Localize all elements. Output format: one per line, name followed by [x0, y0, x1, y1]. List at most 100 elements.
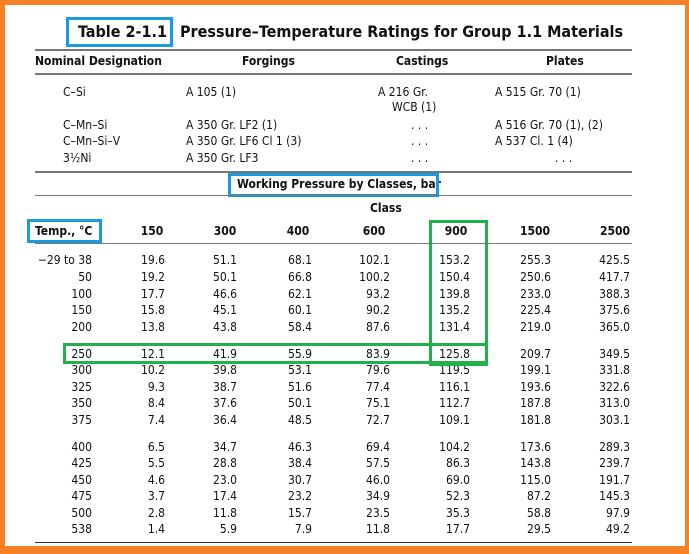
pressure-cell: 322.6 — [599, 380, 630, 394]
pressure-cell: 125.8 — [439, 347, 470, 361]
pressure-cell: 425.5 — [599, 253, 630, 267]
pressure-cell: 36.4 — [212, 413, 237, 427]
designation-cell: C–Mn–Si–V — [63, 134, 121, 148]
pressure-cell: 15.7 — [287, 506, 312, 520]
pressure-cell: 209.7 — [520, 347, 551, 361]
pressure-cell: 219.0 — [520, 320, 551, 334]
pressure-cell: 69.0 — [445, 473, 470, 487]
temp-cell: 50 — [78, 270, 92, 284]
pressure-cell: 52.3 — [445, 489, 470, 503]
class-header-2500: 2500 — [599, 224, 631, 238]
forgings-cell: A 350 Gr. LF6 Cl 1 (3) — [186, 134, 302, 148]
pressure-cell: 365.0 — [599, 320, 630, 334]
pressure-cell: 109.1 — [439, 413, 470, 427]
pressure-cell: 58.8 — [526, 506, 551, 520]
temp-cell: 250 — [71, 347, 92, 361]
pressure-cell: 145.3 — [599, 489, 630, 503]
pressure-cell: 87.6 — [365, 320, 390, 334]
pressure-cell: 239.7 — [599, 456, 630, 470]
temp-cell: 100 — [71, 287, 92, 301]
pressure-cell: 19.6 — [140, 253, 165, 267]
pressure-cell: 135.2 — [439, 303, 470, 317]
pressure-cell: 51.1 — [212, 253, 237, 267]
temp-cell: −29 to 38 — [37, 253, 92, 267]
table-label-highlight — [66, 17, 173, 47]
pressure-cell: 34.7 — [212, 440, 237, 454]
designation-cell: C–Si — [63, 85, 86, 99]
temp-cell: 538 — [71, 522, 92, 536]
rule — [35, 171, 632, 173]
pressure-cell: 23.0 — [212, 473, 237, 487]
pressure-cell: 50.1 — [287, 396, 312, 410]
temp-cell: 425 — [71, 456, 92, 470]
pressure-cell: 35.3 — [445, 506, 470, 520]
castings-cell: A 216 Gr. — [378, 85, 428, 99]
pressure-cell: 7.9 — [294, 522, 312, 536]
pressure-cell: 53.1 — [287, 363, 312, 377]
pressure-cell: 2.8 — [147, 506, 165, 520]
pressure-cell: 119.5 — [439, 363, 470, 377]
class-header-600: 600 — [362, 224, 386, 238]
temp-cell: 350 — [71, 396, 92, 410]
row-250-highlight — [63, 343, 488, 364]
pressure-cell: 17.7 — [445, 522, 470, 536]
pressure-cell: 116.1 — [439, 380, 470, 394]
header-plates: Plates — [546, 54, 584, 68]
pressure-cell: 29.5 — [526, 522, 551, 536]
header-castings: Castings — [396, 54, 449, 68]
forgings-cell: A 105 (1) — [186, 85, 237, 99]
temp-cell: 400 — [71, 440, 92, 454]
table-title: Pressure–Temperature Ratings for Group 1… — [180, 22, 624, 41]
pressure-cell: 69.4 — [365, 440, 390, 454]
pressure-cell: 5.5 — [147, 456, 165, 470]
pressure-cell: 9.3 — [147, 380, 165, 394]
pressure-cell: 86.3 — [445, 456, 470, 470]
pressure-cell: 199.1 — [520, 363, 551, 377]
pressure-cell: 303.1 — [599, 413, 630, 427]
pressure-cell: 5.9 — [219, 522, 237, 536]
working-pressure-heading: Working Pressure by Classes, bar — [237, 177, 442, 191]
plates-cell: . . . — [555, 151, 573, 165]
temp-cell: 325 — [71, 380, 92, 394]
pressure-cell: 181.8 — [520, 413, 551, 427]
class-header-400: 400 — [286, 224, 310, 238]
pressure-cell: 57.5 — [365, 456, 390, 470]
designation-cell: 3½Ni — [63, 151, 92, 165]
pressure-cell: 289.3 — [599, 440, 630, 454]
pressure-cell: 45.1 — [212, 303, 237, 317]
class-header-150: 150 — [140, 224, 164, 238]
plates-cell: A 515 Gr. 70 (1) — [495, 85, 581, 99]
pressure-cell: 250.6 — [520, 270, 551, 284]
pressure-cell: 4.6 — [147, 473, 165, 487]
pressure-cell: 115.0 — [520, 473, 551, 487]
pressure-cell: 17.7 — [140, 287, 165, 301]
pressure-cell: 55.9 — [287, 347, 312, 361]
temp-cell: 150 — [71, 303, 92, 317]
pressure-cell: 23.5 — [365, 506, 390, 520]
pressure-cell: 46.0 — [365, 473, 390, 487]
pressure-cell: 8.4 — [147, 396, 165, 410]
pressure-cell: 187.8 — [520, 396, 551, 410]
castings-cell: . . . — [411, 118, 429, 132]
pressure-cell: 43.8 — [212, 320, 237, 334]
pressure-cell: 11.8 — [365, 522, 390, 536]
pressure-cell: 39.8 — [212, 363, 237, 377]
pressure-cell: 102.1 — [359, 253, 390, 267]
pressure-cell: 46.6 — [212, 287, 237, 301]
plates-cell: A 537 Cl. 1 (4) — [495, 134, 573, 148]
pressure-cell: 233.0 — [520, 287, 551, 301]
class-label: Class — [370, 201, 402, 215]
temp-header: Temp., °C — [35, 224, 93, 238]
rule — [35, 542, 632, 543]
pressure-cell: 417.7 — [599, 270, 630, 284]
rule — [35, 243, 632, 244]
class-900-highlight — [429, 220, 488, 366]
pressure-cell: 48.5 — [287, 413, 312, 427]
designation-cell: C–Mn–Si — [63, 118, 108, 132]
pressure-cell: 150.4 — [439, 270, 470, 284]
table-label: Table 2-1.1 — [78, 22, 167, 41]
pressure-cell: 313.0 — [599, 396, 630, 410]
pressure-cell: 30.7 — [287, 473, 312, 487]
